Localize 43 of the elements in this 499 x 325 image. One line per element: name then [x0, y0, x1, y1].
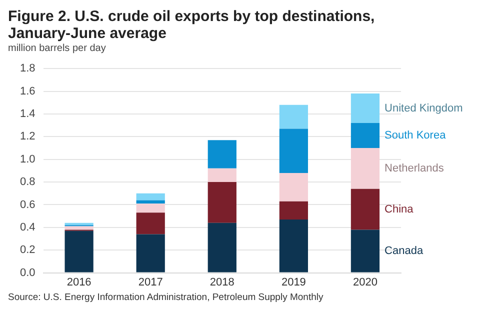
- x-tick-label: 2020: [352, 276, 378, 288]
- y-tick-label: 1.8: [20, 62, 36, 75]
- bar: [136, 234, 165, 272]
- series-label: China: [384, 203, 414, 216]
- bar: [64, 230, 94, 272]
- series-label: Netherlands: [384, 162, 444, 174]
- bar: [136, 193, 165, 200]
- chart-title: Figure 2. U.S. crude oil exports by top destinations, January-June average: [8, 8, 376, 42]
- bar: [136, 204, 165, 213]
- y-axis-title: million barrels per day: [8, 43, 107, 54]
- bar: [208, 222, 236, 272]
- bar: [279, 201, 308, 220]
- bar: [208, 182, 236, 223]
- x-tick-label: 2017: [138, 276, 163, 288]
- bar: [350, 148, 380, 189]
- bar: [136, 212, 165, 234]
- bar: [350, 123, 380, 148]
- series-label: South Korea: [384, 130, 447, 142]
- y-tick-label: 0.6: [20, 198, 36, 211]
- y-tick-label: 1.6: [20, 85, 36, 98]
- bar: [208, 140, 236, 168]
- x-tick-label: 2018: [210, 276, 234, 288]
- bar: [279, 172, 308, 202]
- bar: [350, 94, 380, 124]
- bar: [279, 104, 308, 129]
- y-tick-label: 0.4: [20, 221, 36, 234]
- x-tick-label: 2019: [281, 276, 306, 288]
- y-tick-label: 0.8: [20, 176, 36, 188]
- series-label: Canada: [384, 245, 424, 258]
- source-note: Source: U.S. Energy Information Administration, Petroleum Supply Monthly: [8, 292, 324, 303]
- series-label: United Kingdom: [384, 102, 463, 114]
- bar: [350, 188, 380, 230]
- y-tick-label: 1.0: [20, 153, 36, 166]
- y-tick-label: 1.2: [20, 130, 36, 143]
- x-tick-label: 2016: [66, 276, 92, 288]
- y-tick-label: 1.4: [20, 108, 36, 120]
- bar: [279, 219, 308, 272]
- bar: [136, 200, 165, 204]
- bar: [350, 230, 380, 272]
- bar: [208, 168, 236, 182]
- y-tick-label: 0.0: [20, 266, 36, 279]
- bar: [279, 128, 308, 173]
- y-tick-label: 0.2: [20, 244, 36, 256]
